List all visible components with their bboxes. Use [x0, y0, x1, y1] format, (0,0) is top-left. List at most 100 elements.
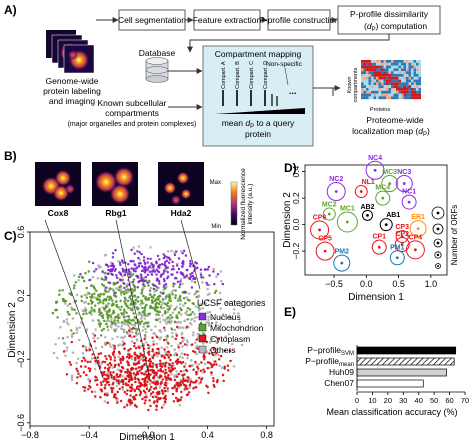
scatter-point-cytoplasm	[183, 353, 187, 356]
scatter-point-mitochondrion	[148, 289, 152, 293]
scatter-point-mitochondrion	[106, 295, 110, 299]
heatmap-cell	[378, 68, 381, 72]
heatmap-cell	[396, 60, 399, 63]
x-tick-label: −0.4	[80, 430, 98, 440]
scatter-point-cytoplasm	[192, 368, 195, 372]
scatter-point-mitochondrion	[138, 311, 141, 315]
heatmap-cell	[386, 68, 389, 72]
heatmap-cell	[398, 82, 401, 86]
scatter-point-cytoplasm	[105, 373, 108, 377]
scatter-point-others	[201, 281, 204, 284]
scatter-point-cytoplasm	[102, 379, 106, 383]
panel-c-plot-frame	[29, 231, 275, 427]
map-caption-line1: Proteome-wide	[366, 115, 423, 125]
heatmap-cell	[373, 71, 376, 74]
scatter-point-others	[173, 353, 176, 357]
heatmap-xlabel: Proteins	[370, 107, 390, 113]
scatter-point-cytoplasm	[188, 383, 192, 387]
scatter-point-nucleus	[159, 275, 163, 279]
svg-text:...: ...	[289, 86, 297, 96]
panel-b: B) Cox8 Rbg1 Hda2 Max Min Normalized flu…	[4, 149, 254, 240]
heatmap-cell	[363, 76, 366, 80]
scatter-point-cytoplasm	[135, 405, 139, 409]
scatter-point-cytoplasm	[163, 348, 166, 351]
panel-c-axes: −0.8 −0.4 0.0 0.4 0.8−0.6−0.20.20.6	[16, 226, 273, 440]
scatter-point-cytoplasm	[168, 378, 171, 381]
heatmap-cell	[391, 79, 394, 83]
heatmap-cell	[378, 62, 381, 66]
scatter-point-mitochondrion	[105, 322, 108, 326]
scatter-point-mitochondrion	[134, 298, 138, 302]
scatter-point-mitochondrion	[120, 291, 123, 294]
scatter-point-mitochondrion	[134, 321, 138, 325]
scatter-point-mitochondrion	[143, 284, 147, 288]
scatter-point-mitochondrion	[62, 298, 66, 302]
scatter-point-mitochondrion	[127, 320, 130, 324]
heatmap-cell	[403, 90, 406, 94]
scatter-point-mitochondrion	[124, 289, 128, 292]
scatter-point-mitochondrion	[155, 309, 159, 313]
heatmap-cell	[371, 68, 374, 72]
scatter-point-mitochondrion	[107, 302, 110, 306]
scatter-point-cytoplasm	[113, 356, 117, 359]
scatter-point-mitochondrion	[111, 311, 115, 315]
scatter-point-cytoplasm	[117, 364, 121, 367]
panel-e-letter: E)	[284, 305, 296, 319]
svg-text:localization map (dP): localization map (dP)	[352, 126, 430, 138]
scatter-point-others	[52, 351, 56, 355]
scatter-point-nucleus	[141, 278, 145, 282]
heatmap-cell	[398, 79, 401, 83]
scatter-point-mitochondrion	[56, 316, 59, 319]
scatter-point-others	[65, 318, 69, 321]
scatter-point-mitochondrion	[167, 308, 171, 312]
scatter-point-cytoplasm	[107, 369, 110, 373]
scatter-point-cytoplasm	[152, 343, 155, 346]
scatter-point-others	[165, 322, 169, 326]
scatter-point-cytoplasm	[126, 361, 130, 364]
heatmap-cell	[398, 65, 401, 69]
heatmap-cell	[416, 79, 419, 83]
scatter-point-others	[205, 320, 209, 324]
scatter-point-nucleus	[173, 276, 177, 280]
scatter-point-cytoplasm	[160, 389, 164, 392]
scatter-point-mitochondrion	[148, 292, 152, 296]
panel-c-ylabel: Dimension 2	[7, 302, 18, 358]
scatter-point-cytoplasm	[120, 357, 123, 361]
scatter-point-others	[65, 346, 69, 349]
heatmap-cell	[363, 88, 366, 91]
scatter-point-cytoplasm	[151, 348, 155, 351]
scatter-point-cytoplasm	[129, 389, 132, 393]
scatter-point-cytoplasm	[165, 378, 168, 382]
compartment-circle-nc1	[401, 194, 417, 210]
scatter-point-others	[130, 357, 134, 361]
scatter-point-cytoplasm	[161, 378, 165, 381]
scatter-point-others	[123, 335, 127, 338]
scatter-point-others	[219, 270, 223, 273]
scatter-point-mitochondrion	[180, 308, 183, 312]
scatter-point-cytoplasm	[65, 372, 69, 376]
scatter-point-nucleus	[162, 277, 166, 281]
scatter-point-mitochondrion	[132, 278, 136, 282]
heatmap-cell	[373, 62, 376, 66]
heatmap-cell	[388, 71, 391, 74]
heatmap-cell	[373, 79, 376, 83]
d-x-tick-label: 0.5	[392, 279, 405, 289]
scatter-point-cytoplasm	[106, 393, 109, 397]
scatter-point-others	[117, 355, 121, 359]
scatter-point-nucleus	[127, 269, 131, 273]
scatter-point-others	[97, 264, 100, 267]
scatter-point-cytoplasm	[213, 385, 216, 389]
scatter-point-nucleus	[91, 261, 95, 265]
scatter-point-others	[100, 362, 103, 366]
scatter-point-others	[87, 377, 90, 381]
scatter-point-cytoplasm	[161, 370, 165, 373]
scatter-point-others	[59, 325, 62, 329]
svg-text:Mean classification accuracy (: Mean classification accuracy (%)	[326, 407, 457, 417]
scatter-point-mitochondrion	[155, 301, 159, 305]
scatter-point-cytoplasm	[142, 372, 146, 376]
scatter-point-cytoplasm	[133, 351, 137, 355]
scatter-point-mitochondrion	[103, 298, 106, 302]
scatter-point-nucleus	[107, 265, 110, 268]
scatter-point-nucleus	[139, 273, 143, 277]
scatter-point-others	[166, 346, 169, 349]
